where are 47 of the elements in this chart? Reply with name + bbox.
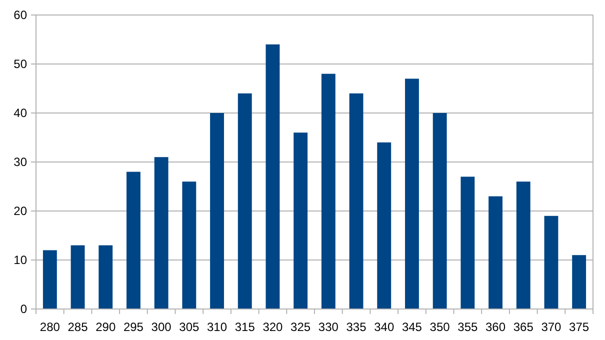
x-tick-label: 285 xyxy=(68,320,88,334)
x-tick-label: 310 xyxy=(207,320,228,334)
x-tick-label: 280 xyxy=(40,320,60,334)
x-tick-label: 315 xyxy=(234,320,256,334)
y-tick-label: 0 xyxy=(20,302,28,316)
y-tick-label: 60 xyxy=(14,8,28,22)
bar xyxy=(544,216,558,309)
bar xyxy=(266,44,280,309)
x-tick-label: 300 xyxy=(151,320,172,334)
x-tick-label: 305 xyxy=(179,320,200,334)
bar xyxy=(321,74,336,309)
bar xyxy=(572,255,586,309)
bar xyxy=(460,176,475,309)
x-tick-label: 320 xyxy=(262,320,284,334)
bar xyxy=(377,142,392,309)
bar xyxy=(516,182,530,309)
x-tick-label: 290 xyxy=(96,320,116,334)
x-tick-label: 365 xyxy=(513,320,534,334)
y-tick-label: 20 xyxy=(14,204,28,218)
x-tick-label: 335 xyxy=(346,320,367,334)
bar xyxy=(126,172,140,309)
x-tick-label: 340 xyxy=(374,320,394,334)
bar xyxy=(294,132,308,309)
x-tick-label: 295 xyxy=(123,320,144,334)
bar xyxy=(405,78,419,309)
y-tick-label: 10 xyxy=(14,253,28,268)
bar xyxy=(70,245,85,309)
x-tick-label: 325 xyxy=(290,320,311,334)
bar xyxy=(210,113,224,309)
bar xyxy=(488,196,502,309)
bar xyxy=(238,93,252,309)
bar xyxy=(349,93,364,309)
y-tick-label: 30 xyxy=(14,155,28,170)
x-tick-label: 370 xyxy=(541,320,562,334)
y-tick-label: 40 xyxy=(14,106,28,120)
bar xyxy=(182,182,196,309)
bar xyxy=(42,250,57,309)
bar xyxy=(432,113,447,309)
x-tick-label: 350 xyxy=(430,320,450,334)
bar xyxy=(98,245,113,309)
x-tick-label: 375 xyxy=(569,320,590,334)
x-tick-label: 330 xyxy=(318,320,339,334)
x-tick-label: 345 xyxy=(402,320,422,334)
x-tick-label: 355 xyxy=(458,320,478,334)
y-tick-label: 50 xyxy=(14,57,28,72)
x-tick-label: 360 xyxy=(486,320,506,334)
bar xyxy=(154,157,168,309)
